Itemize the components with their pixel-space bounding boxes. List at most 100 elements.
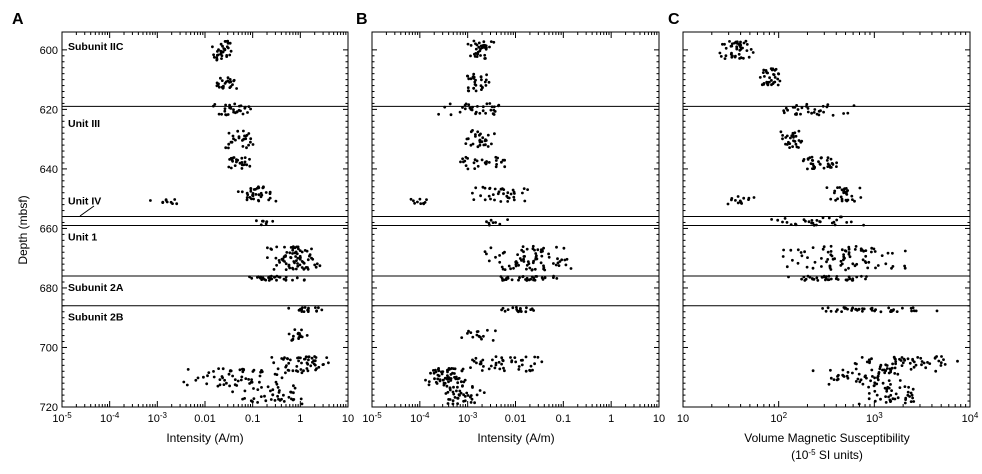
data-point-0-7 (259, 223, 263, 227)
data-point-2-12 (869, 379, 872, 383)
data-point-1-1 (472, 86, 476, 90)
data-point-0-5 (268, 192, 272, 196)
data-point-0-13 (258, 380, 261, 384)
data-point-0-0 (212, 53, 216, 57)
data-point-1-5 (483, 198, 487, 202)
data-point-2-12 (881, 381, 885, 385)
data-point-1-6 (416, 200, 419, 204)
data-point-2-10 (862, 307, 866, 311)
data-point-1-3 (484, 143, 487, 147)
data-point-0-13 (244, 377, 248, 380)
data-point-2-9 (806, 274, 810, 278)
data-point-2-4 (822, 166, 826, 170)
data-point-0-5 (240, 190, 244, 194)
data-point-2-8 (891, 265, 895, 268)
data-point-1-12 (501, 359, 505, 363)
data-point-0-14 (256, 401, 259, 404)
data-point-2-0 (729, 44, 733, 48)
data-point-2-11 (890, 366, 894, 370)
data-point-0-5 (252, 188, 256, 191)
data-point-0-12 (291, 369, 295, 373)
data-point-1-3 (484, 138, 487, 142)
panel-b: B 10-5 10-4 10-3 0.01 0.1 1 10 (356, 11, 665, 425)
data-point-0-12 (288, 358, 292, 362)
data-point-0-11 (287, 332, 291, 336)
data-point-0-12 (322, 363, 325, 366)
data-point-2-1 (768, 76, 771, 80)
data-point-1-0 (473, 52, 476, 56)
data-point-2-1 (769, 67, 773, 70)
data-point-1-0 (474, 47, 478, 51)
data-point-1-9 (517, 278, 520, 282)
data-point-2-9 (816, 279, 820, 282)
data-point-2-6 (736, 195, 740, 198)
data-point-2-1 (773, 76, 777, 79)
unit-label-0: Subunit IIC (68, 41, 124, 53)
data-point-0-0 (223, 47, 227, 51)
data-point-2-12 (873, 376, 876, 380)
data-point-1-14 (473, 401, 476, 405)
data-point-2-11 (933, 356, 937, 360)
data-point-1-4 (484, 162, 488, 166)
data-point-0-0 (219, 42, 223, 46)
data-point-2-3 (781, 137, 784, 141)
data-point-2-0 (721, 42, 724, 46)
data-point-2-0 (738, 42, 742, 46)
data-point-1-7 (498, 222, 502, 226)
data-point-2-5 (843, 187, 846, 191)
data-point-2-2 (810, 111, 813, 115)
data-point-1-13 (447, 380, 450, 384)
data-point-1-8 (522, 255, 526, 258)
data-point-2-8 (820, 265, 823, 268)
data-point-1-2 (463, 107, 467, 111)
data-point-0-8 (310, 247, 313, 251)
data-point-2-7 (818, 220, 821, 223)
data-point-1-2 (484, 111, 487, 115)
data-point-2-9 (847, 275, 851, 279)
data-point-0-0 (225, 54, 229, 57)
data-point-1-12 (517, 368, 521, 371)
data-point-2-13 (890, 389, 893, 392)
data-point-1-4 (503, 158, 506, 162)
data-point-1-12 (491, 358, 494, 362)
data-point-1-12 (520, 363, 524, 367)
data-point-1-5 (505, 194, 509, 198)
data-point-2-11 (909, 367, 913, 371)
data-point-0-13 (235, 384, 239, 387)
data-point-1-7 (491, 221, 495, 225)
data-point-1-3 (493, 132, 496, 136)
data-point-0-5 (257, 198, 260, 202)
data-point-1-1 (474, 83, 478, 87)
data-point-0-12 (307, 355, 310, 359)
data-point-0-14 (293, 386, 297, 390)
data-point-2-13 (873, 389, 877, 393)
data-point-1-13 (440, 372, 444, 376)
data-point-1-3 (474, 133, 477, 136)
data-point-2-8 (828, 264, 832, 268)
data-point-1-12 (509, 356, 512, 359)
data-point-1-9 (527, 278, 531, 282)
data-point-2-4 (825, 159, 829, 162)
data-point-0-11 (290, 339, 294, 342)
data-point-0-5 (257, 193, 261, 197)
data-point-2-8 (847, 247, 851, 251)
data-point-2-2 (800, 106, 804, 110)
data-point-2-8 (785, 265, 789, 269)
data-point-2-7 (862, 223, 865, 227)
data-point-0-8 (318, 264, 322, 268)
data-point-0-12 (325, 356, 329, 359)
data-point-2-4 (808, 156, 812, 160)
data-point-0-12 (270, 356, 274, 359)
data-point-0-6 (149, 199, 152, 202)
data-point-0-12 (312, 362, 316, 366)
data-point-2-8 (859, 247, 863, 251)
data-point-0-2 (234, 111, 237, 115)
data-point-1-8 (514, 262, 518, 266)
data-point-1-10 (519, 307, 522, 311)
data-point-0-5 (252, 197, 256, 201)
data-point-1-1 (479, 84, 483, 88)
data-point-2-8 (799, 251, 803, 254)
data-point-0-8 (284, 255, 287, 258)
data-point-2-10 (874, 308, 877, 311)
